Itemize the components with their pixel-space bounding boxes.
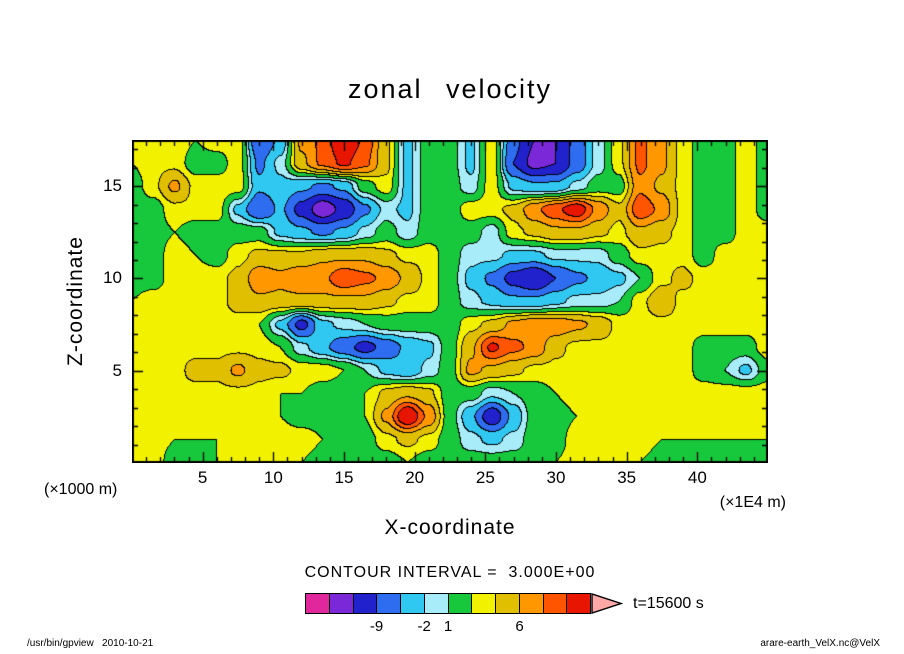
y-axis-label: Z-coordinate: [64, 236, 87, 366]
footer-file: arare-earth_VelX.nc@VelX: [760, 638, 880, 649]
colorbar-box: [567, 594, 590, 613]
colorbar-tick-label: 1: [443, 618, 453, 635]
x-tick-label: 20: [405, 468, 425, 487]
x-axis-label: X-coordinate: [384, 516, 516, 539]
colorbar-arrow-icon: [591, 593, 623, 614]
colorbar-box: [329, 594, 354, 613]
contour-interval-label: CONTOUR INTERVAL = 3.000E+00: [304, 564, 596, 581]
colorbar-box: [424, 594, 449, 613]
colorbar-tick-label: -2: [417, 618, 431, 635]
x-tick-label: 30: [546, 468, 566, 487]
colorbar: [305, 593, 591, 614]
time-label: t=15600 s: [633, 595, 704, 612]
x-axis-unit: (×1E4 m): [719, 494, 786, 511]
x-tick-label: 5: [197, 468, 208, 487]
y-tick-label: 10: [103, 268, 122, 288]
colorbar-box: [306, 594, 330, 613]
colorbar-box: [496, 594, 520, 613]
colorbar-tick-label: 6: [515, 618, 524, 635]
x-tick-label: 25: [475, 468, 495, 487]
chart-title: zonal velocity: [347, 74, 553, 104]
colorbar-box: [519, 594, 544, 613]
contour-plot: [132, 140, 768, 463]
colorbar-box: [377, 594, 401, 613]
y-tick-label: 5: [112, 360, 122, 380]
x-tick-label: 10: [263, 468, 283, 487]
footer-command: /usr/bin/gpview 2010-10-21: [27, 638, 154, 649]
colorbar-tick-label: -9: [369, 618, 384, 635]
y-axis-unit: (×1000 m): [44, 481, 118, 498]
x-tick-label: 40: [687, 468, 707, 487]
colorbar-box: [472, 594, 496, 613]
colorbar-box: [401, 594, 425, 613]
x-tick-label: 35: [617, 468, 637, 487]
y-tick-label: 15: [103, 176, 122, 196]
colorbar-box: [448, 594, 473, 613]
colorbar-box: [543, 594, 568, 613]
x-tick-label: 15: [334, 468, 354, 487]
colorbar-box: [353, 594, 378, 613]
